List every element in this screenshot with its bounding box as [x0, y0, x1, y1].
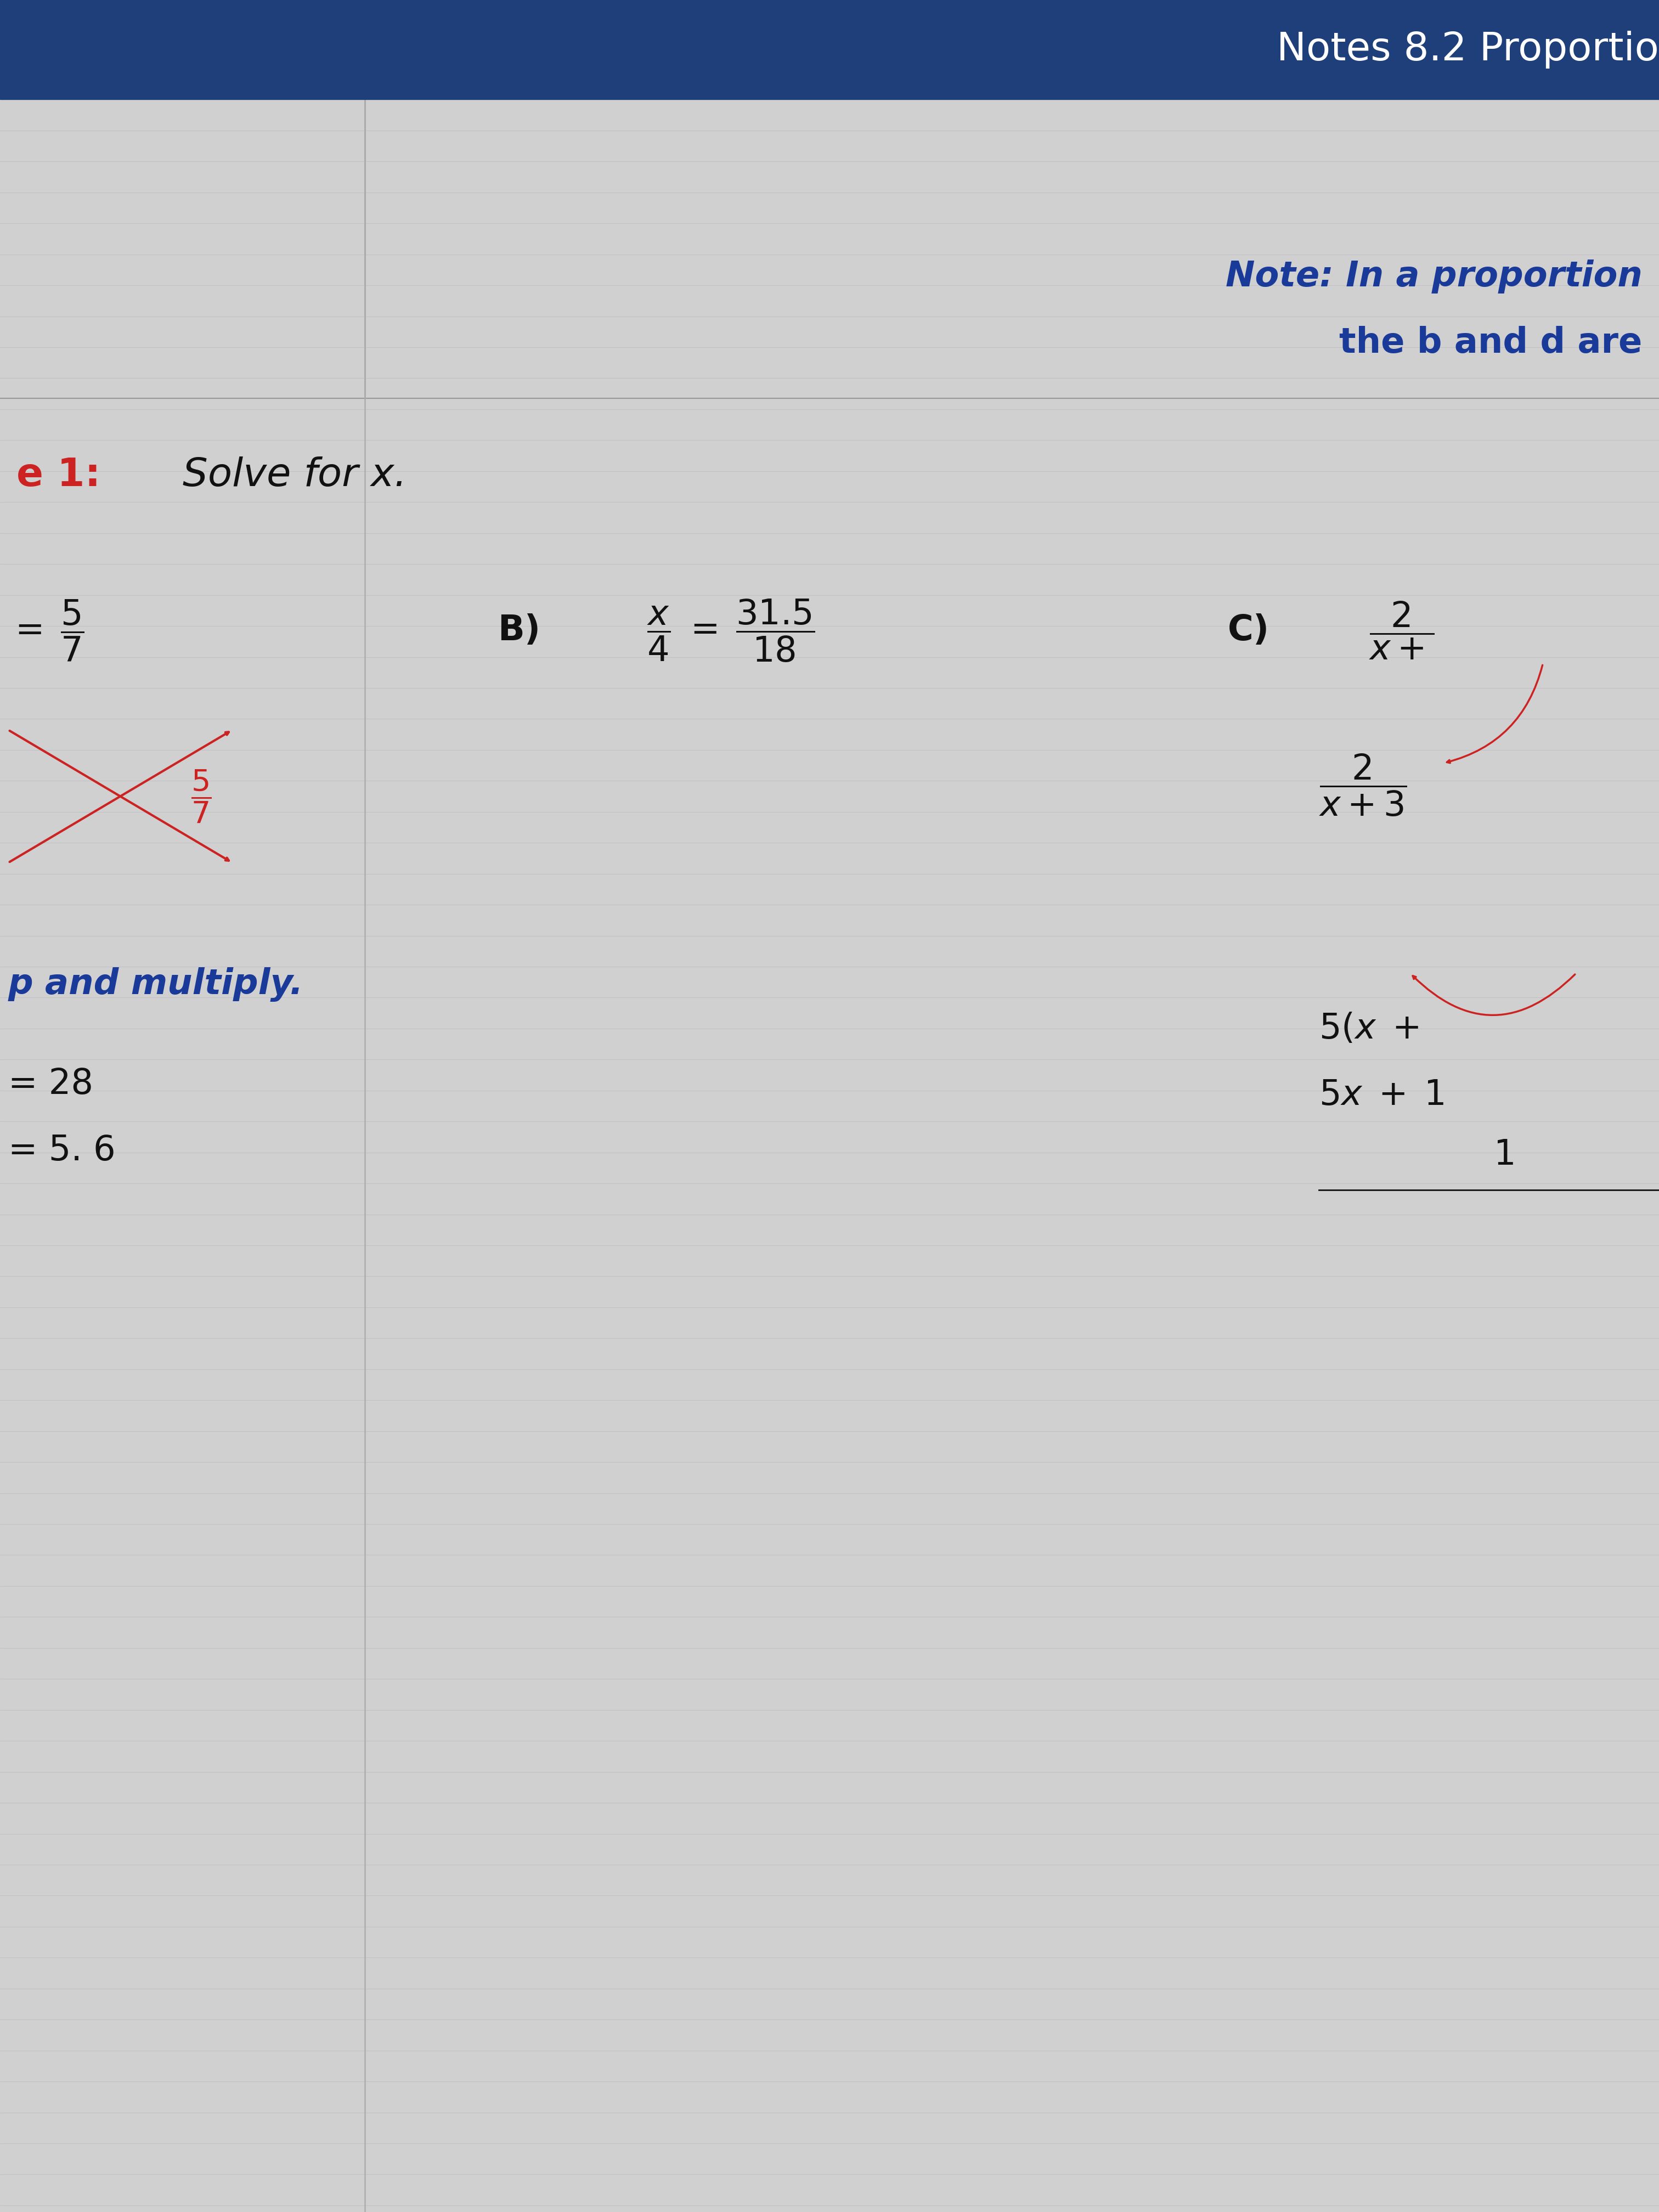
Text: $\dfrac{2}{x+}$: $\dfrac{2}{x+}$ — [1369, 599, 1435, 661]
Text: $1$: $1$ — [1493, 1137, 1513, 1172]
Text: e 1:: e 1: — [17, 456, 101, 495]
Text: Notes 8.2 Proportio: Notes 8.2 Proportio — [1277, 31, 1659, 69]
Text: = 5. 6: = 5. 6 — [8, 1133, 116, 1168]
Text: $=\;\dfrac{5}{7}$: $=\;\dfrac{5}{7}$ — [8, 597, 85, 664]
Text: $5x\;+\;1$: $5x\;+\;1$ — [1319, 1077, 1443, 1113]
Text: the b and d are: the b and d are — [1339, 325, 1642, 361]
Text: Solve for x.: Solve for x. — [158, 456, 406, 495]
Text: p and multiply.: p and multiply. — [8, 967, 304, 1002]
Text: B): B) — [498, 613, 541, 648]
Text: $\dfrac{2}{x+3}$: $\dfrac{2}{x+3}$ — [1319, 752, 1407, 818]
Text: Note: In a proportion: Note: In a proportion — [1226, 259, 1642, 294]
Text: $\dfrac{5}{7}$: $\dfrac{5}{7}$ — [191, 768, 211, 825]
Text: = 28: = 28 — [8, 1066, 93, 1102]
Bar — [0, 0, 1659, 100]
Text: $\dfrac{x}{4}\;=\;\dfrac{31.5}{18}$: $\dfrac{x}{4}\;=\;\dfrac{31.5}{18}$ — [647, 597, 815, 664]
Text: $5(x\;+$: $5(x\;+$ — [1319, 1011, 1418, 1046]
Text: C): C) — [1228, 613, 1269, 648]
